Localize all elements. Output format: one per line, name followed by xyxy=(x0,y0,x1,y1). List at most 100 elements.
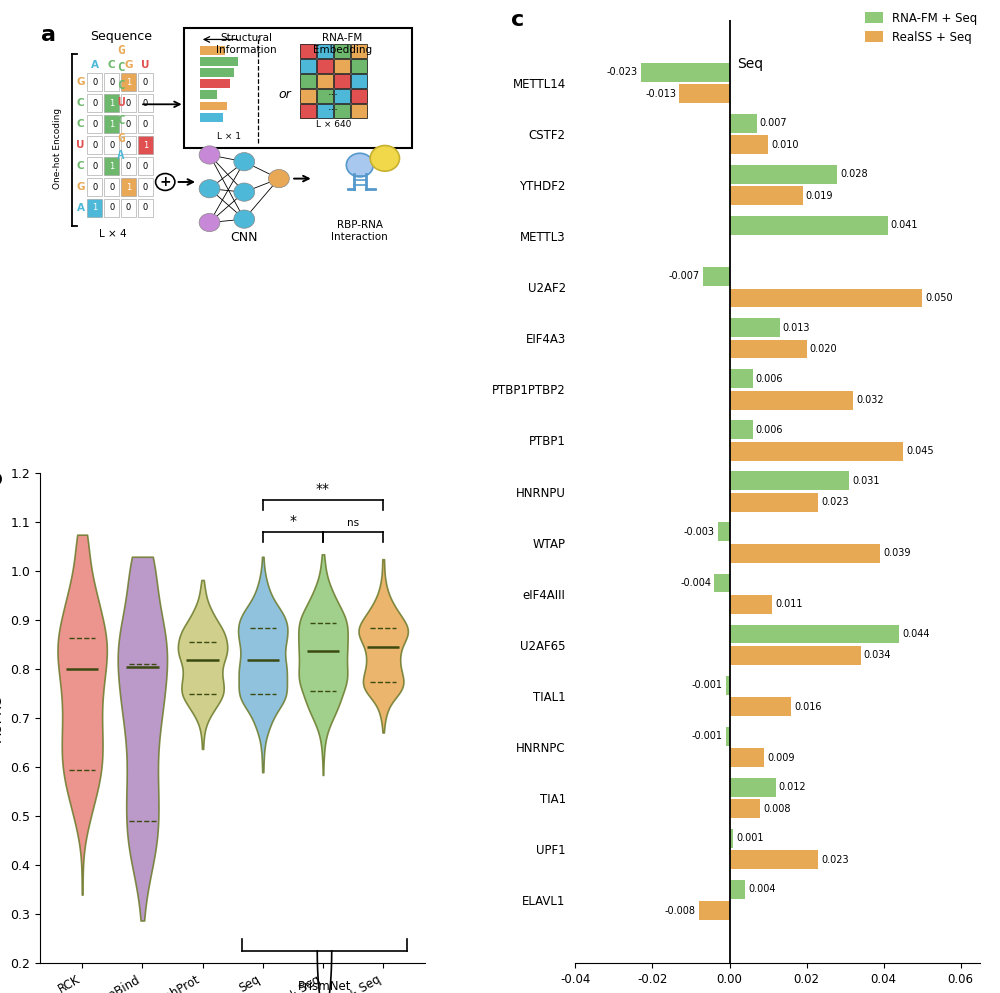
Circle shape xyxy=(234,153,255,171)
Bar xyxy=(87,157,102,175)
Bar xyxy=(300,73,316,88)
Bar xyxy=(104,199,119,217)
Text: Structural
Information: Structural Information xyxy=(216,33,276,55)
Text: 0: 0 xyxy=(126,162,131,171)
Bar xyxy=(121,157,136,175)
Bar xyxy=(200,46,225,55)
Text: 0.023: 0.023 xyxy=(821,855,849,865)
Text: 0: 0 xyxy=(126,120,131,129)
Bar xyxy=(641,63,730,81)
Text: 0: 0 xyxy=(92,141,97,150)
Text: -0.023: -0.023 xyxy=(607,68,638,77)
Text: U: U xyxy=(117,96,125,109)
Text: C: C xyxy=(117,78,125,92)
Text: 0.044: 0.044 xyxy=(902,629,930,639)
Bar xyxy=(730,135,768,154)
Text: 0: 0 xyxy=(92,77,97,86)
Bar xyxy=(121,199,136,217)
Text: *: * xyxy=(289,514,296,528)
Text: G: G xyxy=(76,77,85,87)
Bar xyxy=(200,113,223,121)
Bar xyxy=(138,157,153,175)
Text: C: C xyxy=(117,114,125,127)
Circle shape xyxy=(346,153,373,177)
Circle shape xyxy=(268,170,289,188)
Bar xyxy=(138,136,153,154)
Bar xyxy=(300,103,316,118)
Bar xyxy=(730,318,780,337)
Bar xyxy=(351,88,367,103)
Text: 0.012: 0.012 xyxy=(779,782,806,792)
Text: 0.041: 0.041 xyxy=(891,220,918,230)
Bar xyxy=(730,544,880,563)
Text: A: A xyxy=(117,149,125,162)
Bar xyxy=(87,73,102,91)
Bar xyxy=(726,675,730,694)
Bar xyxy=(317,44,333,59)
Text: 1: 1 xyxy=(109,120,114,129)
Bar xyxy=(730,748,764,768)
Bar xyxy=(317,59,333,73)
Text: Seq: Seq xyxy=(737,58,763,71)
Text: 0.023: 0.023 xyxy=(821,497,849,507)
Text: A: A xyxy=(91,61,99,71)
Text: 0: 0 xyxy=(126,204,131,213)
Bar xyxy=(121,115,136,133)
Text: -0.008: -0.008 xyxy=(665,906,696,916)
Bar xyxy=(87,94,102,112)
Bar xyxy=(104,178,119,197)
Bar xyxy=(200,90,217,99)
Bar xyxy=(138,94,153,112)
Bar xyxy=(334,73,350,88)
Bar xyxy=(121,94,136,112)
Circle shape xyxy=(199,146,220,164)
Bar xyxy=(351,59,367,73)
Bar xyxy=(730,390,853,409)
Bar xyxy=(730,799,760,818)
Text: L × 4: L × 4 xyxy=(99,229,127,239)
Y-axis label: AUPRC: AUPRC xyxy=(0,695,5,742)
Text: -0.004: -0.004 xyxy=(680,578,711,588)
Text: L × 1: L × 1 xyxy=(217,132,241,141)
Text: 0.006: 0.006 xyxy=(756,373,783,383)
Circle shape xyxy=(156,174,175,191)
Text: 1: 1 xyxy=(109,162,114,171)
Text: 0.031: 0.031 xyxy=(852,476,880,486)
Text: 0.007: 0.007 xyxy=(760,118,787,128)
Bar xyxy=(334,103,350,118)
Bar xyxy=(104,136,119,154)
Bar xyxy=(730,420,753,439)
Circle shape xyxy=(370,146,400,171)
Text: 0.032: 0.032 xyxy=(856,395,884,405)
Text: C: C xyxy=(77,161,84,171)
Text: **: ** xyxy=(316,483,330,496)
Text: G: G xyxy=(117,132,125,145)
Bar xyxy=(730,829,733,848)
Text: 0.009: 0.009 xyxy=(767,753,795,763)
Bar xyxy=(200,101,227,110)
Bar xyxy=(200,79,230,88)
Bar xyxy=(138,178,153,197)
Text: 0.001: 0.001 xyxy=(736,833,764,843)
Text: U: U xyxy=(141,61,150,71)
Bar xyxy=(730,472,849,491)
Text: C: C xyxy=(77,98,84,108)
Text: 0.016: 0.016 xyxy=(794,702,822,712)
Bar xyxy=(300,88,316,103)
Text: C: C xyxy=(108,61,115,71)
Text: L × 640: L × 640 xyxy=(316,119,351,129)
Bar xyxy=(730,778,776,796)
Bar xyxy=(184,29,412,148)
Circle shape xyxy=(199,180,220,198)
Text: 0.045: 0.045 xyxy=(906,446,934,456)
Text: 0: 0 xyxy=(92,183,97,192)
Bar xyxy=(730,442,903,461)
Text: b: b xyxy=(0,469,2,489)
Bar xyxy=(334,59,350,73)
Text: 0: 0 xyxy=(109,183,114,192)
Text: -0.003: -0.003 xyxy=(684,527,715,537)
Text: 0: 0 xyxy=(143,120,148,129)
Text: a: a xyxy=(41,25,56,45)
Text: 0.008: 0.008 xyxy=(763,803,791,813)
Text: RBP-RNA
Interaction: RBP-RNA Interaction xyxy=(331,219,388,242)
